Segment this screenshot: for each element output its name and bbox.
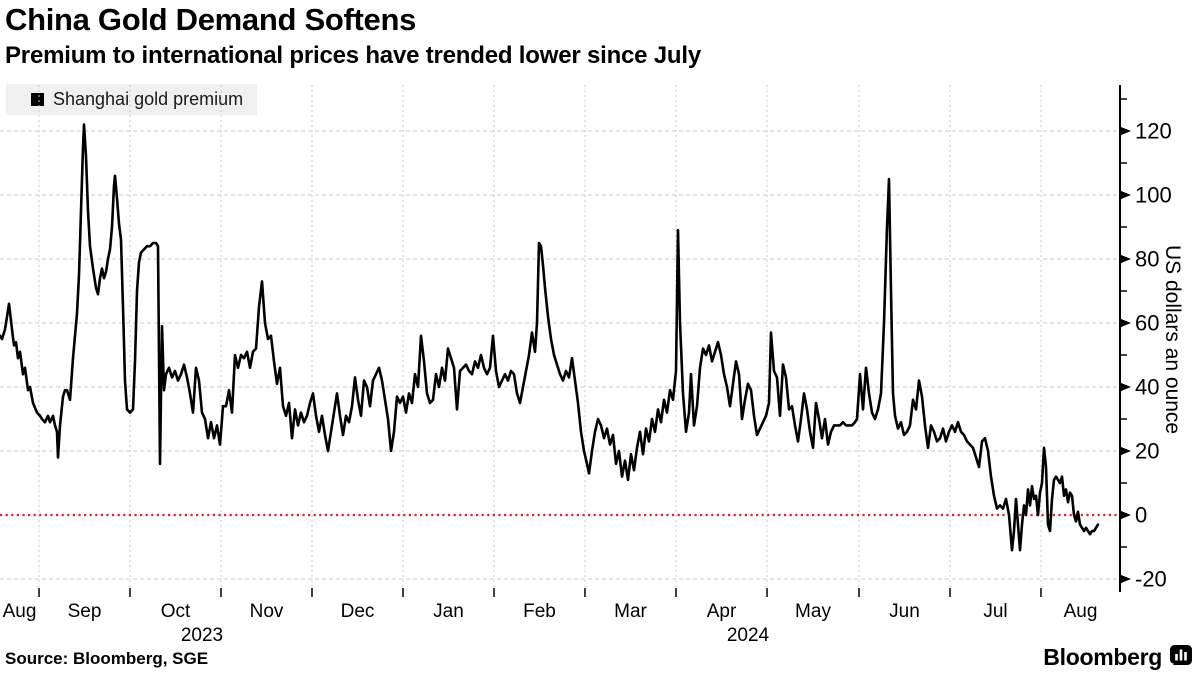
y-tick-label: 120 [1135,119,1172,144]
y-tick-label: 20 [1135,439,1159,464]
x-tick-label: Sep [68,601,102,622]
y-axis-title: US dollars an ounce [1161,245,1184,435]
x-tick-label: Aug [1064,601,1098,622]
x-tick-label: Feb [523,601,556,622]
y-minor-ticks [1120,98,1127,548]
source-note: Source: Bloomberg, SGE [5,649,209,668]
x-year-label: 2024 [727,625,770,646]
x-tick-label: Mar [614,601,647,622]
x-year-label: 2023 [181,625,223,646]
legend-swatch [31,93,44,106]
legend: Shanghai gold premium [6,84,258,115]
y-tick-label: 0 [1135,503,1147,528]
x-tick-label: Jan [433,601,464,622]
y-tick-label: 60 [1135,311,1159,336]
y-tick-label: 40 [1135,375,1159,400]
x-tick-label: Nov [250,601,284,622]
x-tick-label: Apr [707,601,737,622]
bloomberg-terminal-icon [1170,644,1192,671]
month-gridlines [38,85,1042,600]
x-tick-label: Jun [889,601,920,622]
series-line-shanghai-gold-premium [0,123,1100,552]
value-gridlines [0,130,1120,580]
bloomberg-logo: Bloomberg [1043,644,1192,671]
x-year-labels: 2023 2024 [181,625,770,646]
x-tick-label: Jul [983,601,1007,622]
x-month-labels: Aug Sep Oct Nov Dec Jan Feb Mar Apr May Jun Jul Aug [3,601,1098,622]
legend-label: Shanghai gold premium [53,89,244,109]
x-tick-label: May [795,601,831,622]
x-tick-label: Dec [341,601,375,622]
y-tick-label: 80 [1135,247,1159,272]
page-subtitle: Premium to international prices have tre… [5,42,702,69]
y-tick-label: -20 [1135,567,1167,592]
y-tick-label: 100 [1135,183,1172,208]
x-ticks [38,588,1042,597]
bloomberg-wordmark: Bloomberg [1043,644,1162,670]
x-tick-label: Aug [3,601,37,622]
y-major-ticks: 120 100 80 60 40 20 0 -20 [1120,119,1172,592]
page-title: China Gold Demand Softens [5,2,417,37]
x-tick-label: Oct [161,601,191,622]
